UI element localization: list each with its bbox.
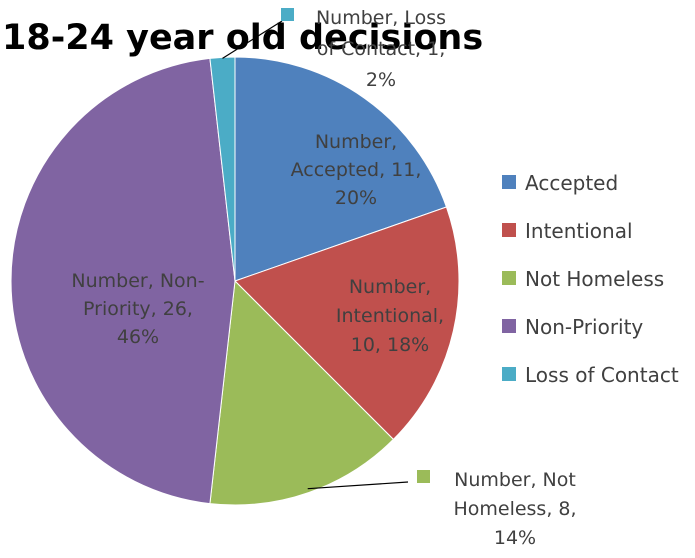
legend-swatch-loss-of-contact bbox=[502, 367, 516, 381]
legend-swatch-non-priority bbox=[502, 319, 516, 333]
pie-slice-loss-of-contact bbox=[209, 56, 236, 282]
leader-line-loss-of-contact bbox=[222, 20, 283, 59]
pie-slice-not-homeless bbox=[209, 279, 395, 506]
data-label-not-homeless: Number, Not Homeless, 8, 14% bbox=[453, 469, 576, 549]
leader-line-not-homeless bbox=[307, 481, 409, 490]
legend-swatch-accepted bbox=[502, 175, 516, 189]
data-label-accepted: Number, Accepted, 11, 20% bbox=[291, 131, 422, 209]
data-label-intentional: Number, Intentional, 10, 18% bbox=[336, 276, 444, 356]
legend-label-intentional: Intentional bbox=[525, 219, 633, 243]
legend-label-accepted: Accepted bbox=[525, 171, 618, 195]
legend-swatch-not-homeless bbox=[502, 271, 516, 285]
legend-label-not-homeless: Not Homeless bbox=[525, 267, 664, 291]
pie-slice-non-priority bbox=[10, 57, 236, 505]
data-label-marker-loss-of-contact bbox=[281, 8, 294, 21]
legend-swatch-intentional bbox=[502, 223, 516, 237]
data-label-loss-of-contact: Number, Loss of Contact, 1, 2% bbox=[316, 7, 446, 91]
data-label-non-priority: Number, Non-Priority, 26, 46% bbox=[71, 270, 204, 348]
data-label-marker-not-homeless bbox=[417, 470, 430, 483]
pie-slice-intentional bbox=[234, 206, 460, 441]
chart-title: 18-24 year old decisions bbox=[2, 18, 484, 58]
legend-label-non-priority: Non-Priority bbox=[525, 315, 643, 339]
legend: Accepted Intentional Not Homeless Non-Prior… bbox=[502, 171, 679, 387]
legend-label-loss-of-contact: Loss of Contact bbox=[525, 363, 679, 387]
